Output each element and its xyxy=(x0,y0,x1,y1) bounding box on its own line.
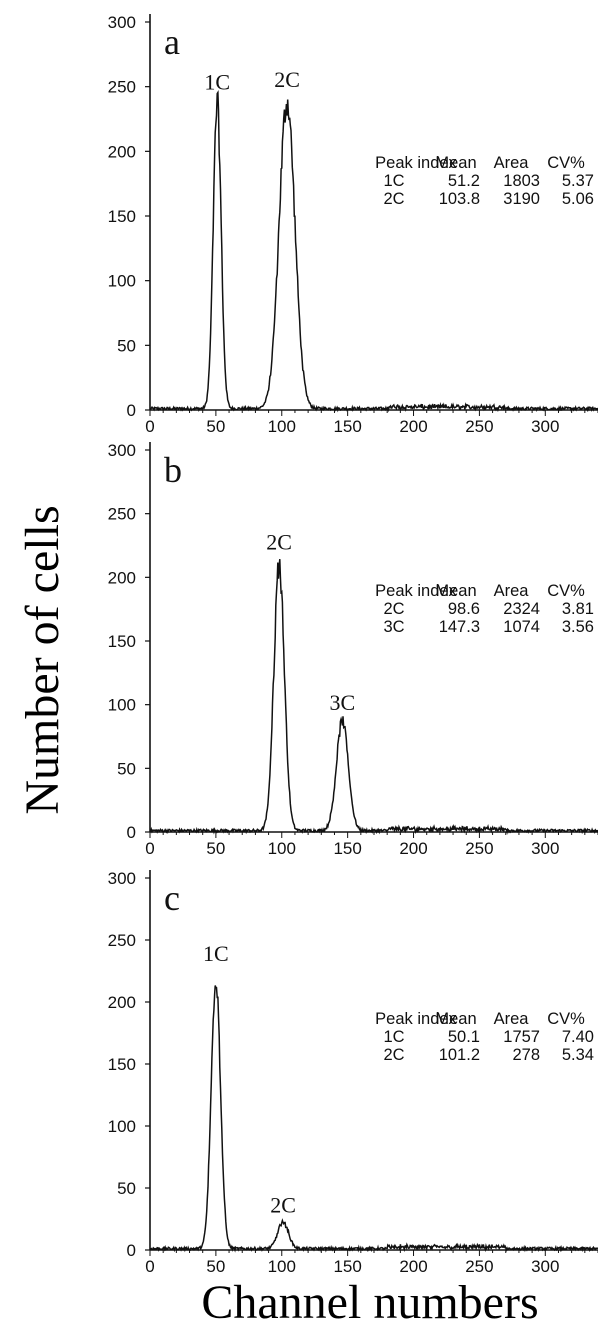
x-tick-label: 100 xyxy=(268,417,296,436)
peak-label: 1C xyxy=(204,70,230,95)
table-header: Peak index xyxy=(375,1010,457,1028)
table-cell: 5.06 xyxy=(562,190,594,208)
x-tick-label: 150 xyxy=(333,417,361,436)
table-header: Peak index xyxy=(375,154,457,172)
table-cell: 5.34 xyxy=(562,1046,594,1064)
histogram-series xyxy=(149,559,598,835)
y-tick-label: 100 xyxy=(108,696,136,715)
table-header: Mean xyxy=(435,582,476,600)
peak-label: 3C xyxy=(330,690,356,715)
x-tick-label: 50 xyxy=(206,1257,225,1276)
table-cell: 101.2 xyxy=(439,1046,480,1064)
table-cell: 1757 xyxy=(503,1028,540,1046)
y-tick-label: 50 xyxy=(117,1179,136,1198)
table-cell: 2324 xyxy=(503,600,540,618)
x-tick-label: 100 xyxy=(268,1257,296,1276)
x-tick-label: 0 xyxy=(145,1257,154,1276)
table-header: Mean xyxy=(435,1010,476,1028)
x-tick-label: 150 xyxy=(333,839,361,858)
x-tick-label: 300 xyxy=(531,417,559,436)
x-tick-label: 300 xyxy=(531,1257,559,1276)
panel-label: a xyxy=(164,22,180,62)
y-axis-label: Number of cells xyxy=(16,505,69,814)
table-cell: 1C xyxy=(383,172,404,190)
table-header: CV% xyxy=(547,154,585,172)
x-axis-label: Channel numbers xyxy=(201,1276,538,1329)
y-tick-label: 250 xyxy=(108,931,136,950)
y-tick-label: 300 xyxy=(108,441,136,460)
table-header: Peak index xyxy=(375,582,457,600)
x-tick-label: 250 xyxy=(465,1257,493,1276)
table-header: Area xyxy=(494,154,530,172)
x-tick-label: 200 xyxy=(399,839,427,858)
peak-label: 1C xyxy=(203,941,229,966)
table-cell: 2C xyxy=(383,1046,404,1064)
y-tick-label: 200 xyxy=(108,993,136,1012)
histogram-series xyxy=(149,985,598,1253)
table-cell: 278 xyxy=(512,1046,540,1064)
table-cell: 3190 xyxy=(503,190,540,208)
table-cell: 98.6 xyxy=(448,600,480,618)
table-cell: 51.2 xyxy=(448,172,480,190)
y-tick-label: 0 xyxy=(127,823,136,842)
y-tick-label: 200 xyxy=(108,568,136,587)
table-cell: 3C xyxy=(383,618,404,636)
histogram-series xyxy=(149,90,598,413)
y-tick-label: 0 xyxy=(127,1241,136,1260)
y-tick-label: 300 xyxy=(108,869,136,888)
table-header: Mean xyxy=(435,154,476,172)
y-tick-label: 150 xyxy=(108,1055,136,1074)
y-tick-label: 50 xyxy=(117,336,136,355)
x-tick-label: 50 xyxy=(206,839,225,858)
x-tick-label: 300 xyxy=(531,839,559,858)
y-tick-label: 200 xyxy=(108,142,136,161)
table-cell: 103.8 xyxy=(439,190,480,208)
panel-label: b xyxy=(164,450,182,490)
table-cell: 2C xyxy=(383,190,404,208)
panel-label: c xyxy=(164,878,180,918)
table-header: CV% xyxy=(547,1010,585,1028)
x-tick-label: 200 xyxy=(399,1257,427,1276)
y-tick-label: 150 xyxy=(108,207,136,226)
table-cell: 1803 xyxy=(503,172,540,190)
x-tick-label: 250 xyxy=(465,839,493,858)
table-cell: 5.37 xyxy=(562,172,594,190)
table-cell: 3.81 xyxy=(562,600,594,618)
y-tick-label: 150 xyxy=(108,632,136,651)
table-header: Area xyxy=(494,1010,530,1028)
y-tick-label: 100 xyxy=(108,272,136,291)
table-cell: 7.40 xyxy=(562,1028,594,1046)
table-header: CV% xyxy=(547,582,585,600)
y-tick-label: 100 xyxy=(108,1117,136,1136)
table-cell: 50.1 xyxy=(448,1028,480,1046)
x-tick-label: 250 xyxy=(465,417,493,436)
peak-label: 2C xyxy=(266,530,292,555)
table-cell: 1074 xyxy=(503,618,540,636)
table-cell: 1C xyxy=(383,1028,404,1046)
x-tick-label: 0 xyxy=(145,839,154,858)
table-cell: 3.56 xyxy=(562,618,594,636)
x-tick-label: 100 xyxy=(268,839,296,858)
y-tick-label: 50 xyxy=(117,759,136,778)
x-tick-label: 50 xyxy=(206,417,225,436)
y-tick-label: 300 xyxy=(108,13,136,32)
x-tick-label: 200 xyxy=(399,417,427,436)
table-cell: 2C xyxy=(383,600,404,618)
y-tick-label: 250 xyxy=(108,78,136,97)
peak-label: 2C xyxy=(270,1193,296,1218)
x-tick-label: 150 xyxy=(333,1257,361,1276)
y-tick-label: 250 xyxy=(108,505,136,524)
x-tick-label: 0 xyxy=(145,417,154,436)
table-cell: 147.3 xyxy=(439,618,480,636)
peak-label: 2C xyxy=(274,67,300,92)
y-tick-label: 0 xyxy=(127,401,136,420)
table-header: Area xyxy=(494,582,530,600)
